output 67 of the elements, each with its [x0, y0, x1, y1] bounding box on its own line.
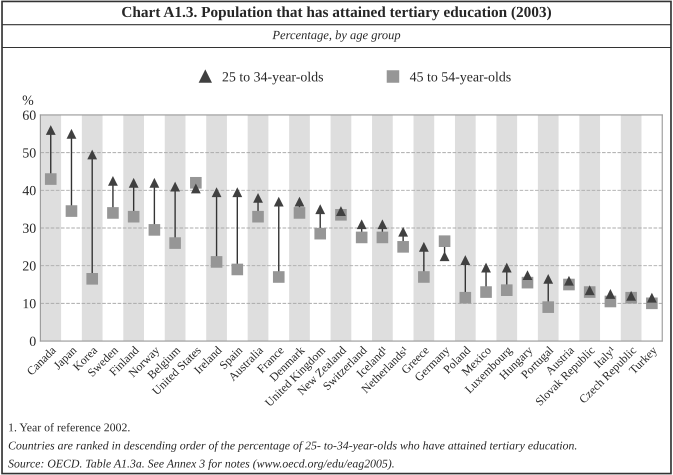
point [460, 292, 472, 304]
point [190, 184, 201, 194]
point [253, 192, 263, 203]
point [480, 286, 492, 298]
point [128, 178, 139, 188]
point [272, 271, 285, 283]
point [543, 274, 554, 284]
point [252, 210, 264, 223]
point [460, 255, 470, 265]
point [564, 276, 574, 286]
point [170, 182, 180, 192]
point [336, 206, 346, 216]
y-tick-label: 0 [30, 336, 36, 346]
point [87, 150, 98, 160]
point [294, 207, 306, 219]
point [212, 187, 222, 198]
legend-label: 45 to 54-year-olds [410, 72, 511, 84]
point [584, 285, 595, 296]
point [315, 204, 326, 214]
point [398, 226, 408, 237]
point [418, 242, 429, 252]
point [646, 292, 657, 303]
point [66, 205, 78, 217]
point [356, 232, 368, 244]
point [500, 284, 513, 296]
y-tick-label: 40 [22, 186, 36, 196]
point [232, 187, 242, 198]
point [148, 224, 160, 236]
point [418, 271, 430, 283]
point [231, 264, 244, 276]
point [314, 228, 326, 240]
chart-title: Chart A1.3. Population that has attained tertiary education (2003) [122, 6, 551, 20]
point [376, 232, 388, 244]
chart-subtitle: Percentage, by age group [272, 30, 400, 42]
point [542, 301, 554, 313]
point [86, 273, 98, 285]
point [274, 196, 284, 207]
point [46, 125, 56, 135]
point [356, 219, 367, 230]
text: Countries are ranked in descending order of the percentage of 25- to-34-year-olds who have attained tertiary education. [8, 441, 576, 452]
point [169, 237, 181, 249]
y-tick-label: 30 [22, 224, 36, 233]
y-tick-label: 50 [23, 148, 36, 158]
point [210, 256, 222, 268]
point [481, 262, 491, 272]
point [440, 251, 450, 262]
y-tick-label: 60 [22, 110, 36, 120]
y-tick-label: 10 [24, 298, 36, 308]
point [626, 290, 636, 301]
y-axis-title: % [22, 95, 34, 105]
legend-label: 25 to 34-year-olds [222, 72, 324, 84]
point [606, 289, 616, 299]
point [149, 178, 160, 188]
point [128, 210, 140, 223]
point [294, 196, 304, 207]
source-note: Source: OECD. Table A1.3a. See Annex 3 for notes (www.oecd.org/edu/eag2005). [8, 459, 394, 470]
point [522, 270, 532, 280]
point [44, 173, 57, 185]
point [66, 128, 76, 139]
point [438, 235, 450, 247]
text: 1. Year of reference 2002. [9, 422, 130, 432]
point [108, 176, 118, 186]
y-tick-label: 20 [22, 261, 36, 271]
point [502, 262, 512, 272]
point [377, 219, 388, 230]
point [107, 207, 119, 219]
point [397, 241, 409, 253]
